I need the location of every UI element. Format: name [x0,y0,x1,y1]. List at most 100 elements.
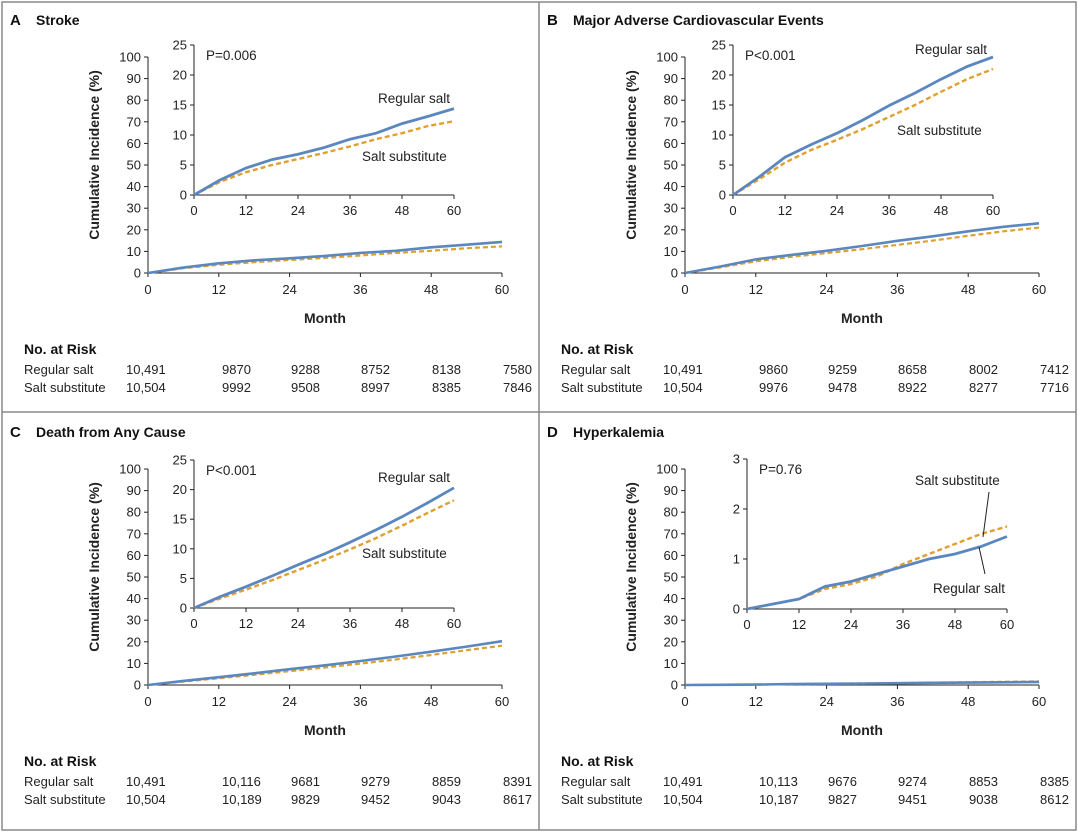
main-y-tick-label: 60 [664,136,678,151]
main-y-tick-label: 20 [127,222,141,237]
main-x-tick-label: 12 [212,282,226,297]
main-y-tick-label: 100 [656,50,678,65]
risk-cell: 8385 [432,380,461,395]
inset-x-tick-label: 48 [948,617,962,632]
inset-x-tick-label: 24 [291,203,305,218]
inset-x-tick-label: 0 [743,617,750,632]
main-y-tick-label: 30 [127,201,141,216]
main-y-tick-label: 40 [127,179,141,194]
inset-label-salt-substitute: Salt substitute [897,123,982,138]
main-x-tick-label: 48 [424,694,438,709]
main-x-tick-label: 48 [961,282,975,297]
risk-cell: 9451 [898,792,927,807]
inset-y-tick-label: 0 [733,602,740,617]
x-axis-title: Month [304,722,346,738]
main-y-tick-label: 90 [127,71,141,86]
main-y-tick-label: 60 [127,136,141,151]
inset-y-tick-label: 2 [733,502,740,517]
inset-y-tick-label: 5 [180,571,187,586]
risk-table-heading: No. at Risk [561,341,634,357]
inset-label-salt-substitute: Salt substitute [362,546,447,561]
y-axis-title: Cumulative Incidence (%) [86,70,102,240]
main-y-tick-label: 90 [664,71,678,86]
main-y-tick-label: 0 [134,678,141,693]
main-x-tick-label: 0 [144,282,151,297]
risk-cell: 10,504 [126,380,166,395]
inset-x-tick-label: 0 [729,203,736,218]
panel-letter: B [547,12,558,29]
x-axis-title: Month [841,722,883,738]
inset-label-regular-salt: Regular salt [933,581,1005,596]
main-y-tick-label: 10 [127,656,141,671]
main-y-tick-label: 0 [671,266,678,281]
risk-row-label: Salt substitute [24,792,106,807]
main-y-tick-label: 100 [119,50,141,65]
leader-line [982,491,990,538]
risk-cell: 8752 [361,362,390,377]
main-x-tick-label: 12 [749,282,763,297]
inset-y-tick-label: 20 [173,482,187,497]
risk-cell: 9860 [759,362,788,377]
main-y-tick-label: 60 [127,548,141,563]
main-series-regular-salt [684,222,1040,275]
panel-letter: A [10,12,21,29]
inset-y-tick-label: 15 [173,512,187,527]
risk-cell: 9827 [828,792,857,807]
main-x-tick-label: 36 [353,694,367,709]
inset-series-salt-substitute [746,525,1008,611]
main-y-tick-label: 20 [664,634,678,649]
inset-x-tick-label: 60 [447,203,461,218]
panel-title: Stroke [36,12,80,28]
inset-y-tick-label: 10 [712,128,726,143]
risk-cell: 9038 [969,792,998,807]
x-axis-title: Month [304,310,346,326]
risk-cell: 10,491 [663,362,703,377]
risk-cell: 9676 [828,774,857,789]
x-axis-title: Month [841,310,883,326]
main-y-tick-label: 70 [127,526,141,541]
main-x-tick-label: 60 [1032,694,1046,709]
inset-y-tick-label: 0 [180,601,187,616]
main-y-tick-label: 80 [127,505,141,520]
risk-row-label: Salt substitute [561,380,643,395]
inset-y-tick-label: 10 [173,128,187,143]
risk-cell: 9681 [291,774,320,789]
inset-y-tick-label: 5 [180,158,187,173]
inset-y-tick-label: 5 [719,158,726,173]
inset-x-tick-label: 48 [934,203,948,218]
main-y-tick-label: 70 [664,526,678,541]
main-y-tick-label: 30 [664,201,678,216]
risk-cell: 9259 [828,362,857,377]
main-y-tick-label: 60 [664,548,678,563]
inset-x-tick-label: 60 [447,616,461,631]
main-y-tick-label: 80 [127,93,141,108]
risk-cell: 8002 [969,362,998,377]
risk-cell: 7846 [503,380,532,395]
inset-x-tick-label: 24 [291,616,305,631]
main-x-tick-label: 48 [961,694,975,709]
risk-table-heading: No. at Risk [561,753,634,769]
risk-row-label: Salt substitute [561,792,643,807]
risk-cell: 8853 [969,774,998,789]
inset-y-tick-label: 3 [733,452,740,467]
inset-x-tick-label: 60 [986,203,1000,218]
inset-series-salt-substitute [732,67,994,197]
p-value: P<0.001 [745,48,796,63]
inset-x-tick-label: 48 [395,616,409,631]
p-value: P=0.76 [759,462,802,477]
main-x-tick-label: 48 [424,282,438,297]
inset-y-tick-label: 25 [173,453,187,468]
risk-cell: 10,491 [663,774,703,789]
risk-cell: 10,189 [222,792,262,807]
panel-letter: D [547,424,558,441]
risk-cell: 10,187 [759,792,799,807]
risk-cell: 10,491 [126,774,166,789]
inset-x-tick-label: 36 [343,616,357,631]
main-y-tick-label: 40 [664,591,678,606]
inset-x-tick-label: 36 [343,203,357,218]
main-y-tick-label: 90 [664,483,678,498]
inset-y-tick-label: 15 [712,98,726,113]
y-axis-title: Cumulative Incidence (%) [623,70,639,240]
inset-x-tick-label: 48 [395,203,409,218]
